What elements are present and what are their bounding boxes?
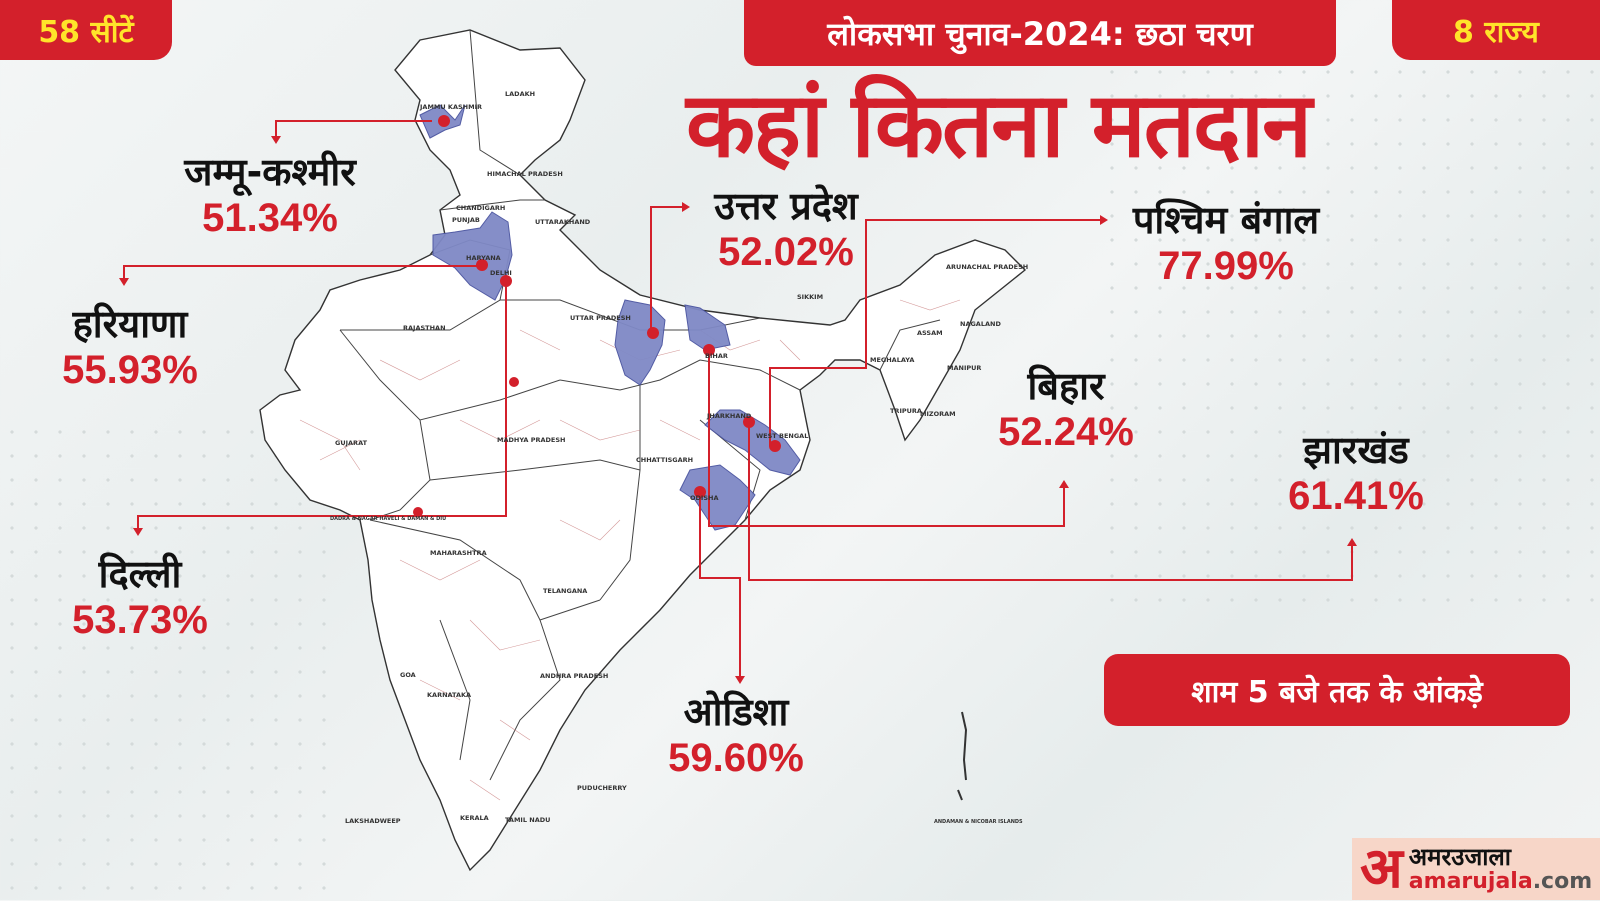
- state-jharkhand: झारखंड 61.41%: [1256, 428, 1456, 520]
- map-label-andhra: ANDHRA PRADESH: [540, 672, 608, 680]
- state-turnout: 77.99%: [1158, 244, 1294, 288]
- state-name: ओडिशा: [683, 690, 789, 734]
- constituency-borders: [299, 299, 961, 801]
- map-label-nagaland: NAGALAND: [960, 320, 1001, 328]
- state-west-bengal: पश्चिम बंगाल 77.99%: [1106, 198, 1346, 290]
- state-turnout: 52.02%: [718, 230, 854, 274]
- state-name: दिल्ली: [98, 552, 182, 596]
- seats-badge: 58 सीटें: [0, 0, 172, 60]
- map-label-chhattisgarh: CHHATTISGARH: [636, 456, 693, 464]
- map-label-uttarakhand: UTTARAKHAND: [535, 218, 591, 226]
- map-label-delhi: DELHI: [490, 269, 512, 277]
- state-name: बिहार: [1027, 364, 1105, 408]
- map-label-haryana: HARYANA: [466, 254, 501, 262]
- title-pill: लोकसभा चुनाव-2024: छठा चरण: [744, 0, 1336, 66]
- logo-hindi-name: अमरउजाला: [1408, 843, 1511, 871]
- map-label-ladakh: LADAKH: [505, 90, 535, 98]
- map-label-goa: GOA: [400, 671, 416, 679]
- highlighted-regions: [419, 104, 801, 531]
- logo-domain-main: amarujala: [1408, 869, 1533, 894]
- map-label-tamil-nadu: TAMIL NADU: [505, 816, 550, 824]
- state-jammu-kashmir: जम्मू-कश्मीर 51.34%: [160, 150, 380, 242]
- connector-lines: [123, 120, 1353, 676]
- andaman-islands: [957, 711, 968, 801]
- logo-domain: amarujala.com: [1409, 870, 1592, 894]
- map-label-kerala: KERALA: [460, 814, 489, 822]
- logo-domain-tld: .com: [1532, 869, 1593, 894]
- map-label-jammu-kashmir: JAMMU KASHMIR: [419, 103, 482, 111]
- map-label-madhya-pradesh: MADHYA PRADESH: [497, 436, 565, 444]
- map-label-meghalaya: MEGHALAYA: [870, 356, 914, 364]
- region-bihar: [684, 304, 731, 351]
- state-turnout: 61.41%: [1288, 474, 1424, 518]
- state-turnout: 51.34%: [202, 196, 338, 240]
- map-label-manipur: MANIPUR: [947, 364, 981, 372]
- state-name: जम्मू-कश्मीर: [184, 150, 356, 194]
- state-turnout: 59.60%: [668, 736, 804, 780]
- headline: कहां कितना मतदान: [686, 73, 1312, 178]
- arrowheads: [119, 136, 1357, 684]
- map-label-karnataka: KARNATAKA: [427, 691, 471, 699]
- region-uttar-pradesh: [614, 299, 666, 386]
- dot-pattern-left: [0, 420, 330, 900]
- state-bihar: बिहार 52.24%: [966, 364, 1166, 456]
- state-turnout: 53.73%: [72, 598, 208, 642]
- data-timestamp-note: शाम 5 बजे तक के आंकड़े: [1104, 654, 1570, 726]
- map-label-rajasthan: RAJASTHAN: [403, 324, 446, 332]
- map-label-gujarat: GUJARAT: [335, 439, 368, 447]
- map-label-mizoram: MIZORAM: [920, 410, 956, 418]
- location-dots: [413, 115, 781, 517]
- map-label-group: LADAKH JAMMU KASHMIR HIMACHAL PRADESH CH…: [330, 90, 1028, 825]
- state-delhi: दिल्ली 53.73%: [40, 552, 240, 644]
- state-haryana: हरियाणा 55.93%: [30, 302, 230, 394]
- state-turnout: 52.24%: [998, 410, 1134, 454]
- map-label-maharashtra: MAHARASHTRA: [430, 549, 487, 557]
- map-label-jharkhand: JHARKHAND: [706, 412, 752, 420]
- map-label-chandigarh: CHANDIGARH: [456, 204, 505, 212]
- region-jharkhand-bengal: [704, 409, 801, 476]
- map-label-tripura: TRIPURA: [890, 407, 922, 415]
- map-label-telangana: TELANGANA: [543, 587, 587, 595]
- dot-pattern-right: [1100, 60, 1600, 620]
- state-name: हरियाणा: [72, 302, 188, 346]
- map-label-uttar-pradesh: UTTAR PRADESH: [570, 314, 631, 322]
- state-turnout: 55.93%: [62, 348, 198, 392]
- map-label-assam: ASSAM: [917, 329, 943, 337]
- map-label-lakshadweep: LAKSHADWEEP: [345, 817, 401, 825]
- state-name: पश्चिम बंगाल: [1132, 198, 1320, 242]
- state-odisha: ओडिशा 59.60%: [636, 690, 836, 782]
- map-label-andaman: ANDAMAN & NICOBAR ISLANDS: [934, 819, 1023, 825]
- states-badge: 8 राज्य: [1392, 0, 1600, 60]
- map-label-sikkim: SIKKIM: [797, 293, 823, 301]
- state-name: झारखंड: [1303, 428, 1409, 472]
- map-label-dnh: DADRA & NAGAR HAVELI & DAMAN & DIU: [330, 516, 446, 522]
- map-label-punjab: PUNJAB: [452, 216, 480, 224]
- map-label-puducherry: PUDUCHERRY: [577, 784, 627, 792]
- map-label-arunachal: ARUNACHAL PRADESH: [946, 263, 1028, 271]
- map-label-himachal: HIMACHAL PRADESH: [487, 170, 563, 178]
- map-label-bihar: BIHAR: [705, 352, 728, 360]
- map-label-odisha: ODISHA: [690, 494, 719, 502]
- amarujala-logo: अ अमरउजाला amarujala.com: [1352, 838, 1600, 900]
- state-uttar-pradesh: उत्तर प्रदेश 52.02%: [676, 184, 896, 276]
- map-label-west-bengal: WEST BENGAL: [756, 432, 808, 440]
- state-name: उत्तर प्रदेश: [714, 184, 858, 228]
- logo-glyph-icon: अ: [1360, 836, 1403, 901]
